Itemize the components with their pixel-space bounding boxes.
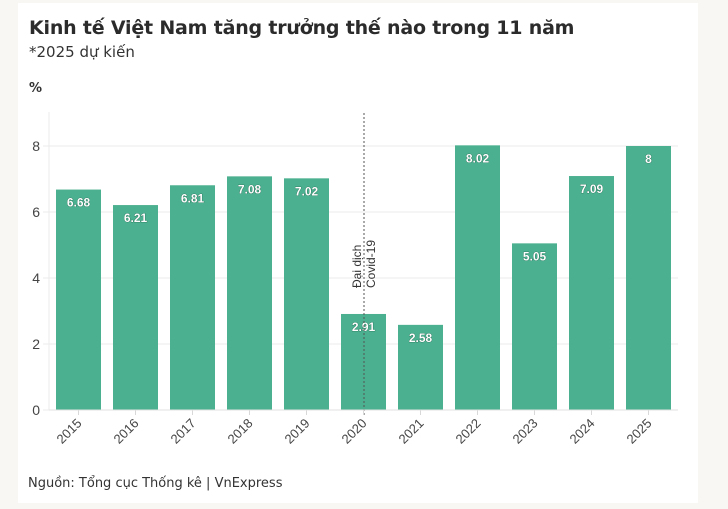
- bar-2016: [113, 205, 158, 410]
- x-tick-label: 2019: [282, 416, 313, 447]
- value-label: 7.08: [238, 182, 262, 196]
- value-label: 6.21: [124, 211, 148, 225]
- x-tick-label: 2025: [624, 416, 655, 447]
- y-tick-label: 2: [32, 336, 40, 352]
- y-axis-unit: %: [29, 81, 43, 96]
- value-label: 8: [645, 152, 652, 166]
- x-tick-label: 2016: [111, 416, 142, 447]
- bars: 6.686.216.817.087.022.912.588.025.057.09…: [56, 145, 671, 410]
- y-tick-label: 8: [32, 138, 40, 154]
- bar-2024: [569, 176, 614, 410]
- bar-2019: [284, 178, 329, 410]
- x-tick-label: 2022: [453, 416, 484, 447]
- chart-title: Kinh tế Việt Nam tăng trưởng thế nào tro…: [29, 17, 575, 39]
- chart-subtitle: *2025 dự kiến: [29, 43, 135, 61]
- value-label: 7.09: [580, 182, 604, 196]
- x-tick-label: 2018: [225, 416, 256, 447]
- y-tick-label: 6: [32, 204, 40, 220]
- bar-2015: [56, 189, 101, 410]
- covid-label: Đại dịchCovid-19: [350, 240, 378, 288]
- bar-2021: [398, 324, 443, 410]
- x-tick-label: 2015: [54, 416, 85, 447]
- value-label: 6.68: [67, 196, 91, 210]
- x-tick-label: 2023: [510, 416, 541, 447]
- bar-2023: [512, 243, 557, 410]
- x-tick-label: 2020: [339, 416, 370, 447]
- value-label: 6.81: [181, 191, 205, 205]
- bar-2017: [170, 185, 215, 410]
- value-label: 8.02: [466, 151, 490, 165]
- value-label: 5.05: [523, 249, 547, 263]
- y-axis: 0 2 4 6 8: [32, 112, 50, 418]
- x-axis: 2015 2016 2017 2018 2019 2020 2021 2022 2023 2024…: [49, 409, 678, 447]
- y-tick-label: 0: [32, 402, 40, 418]
- source-note: Nguồn: Tổng cục Thống kê | VnExpress: [28, 476, 283, 491]
- x-tick-label: 2024: [567, 416, 598, 447]
- x-tick-label: 2021: [396, 416, 427, 447]
- covid-annotation: Đại dịchCovid-19: [350, 113, 378, 416]
- value-label: 2.58: [409, 331, 433, 345]
- bar-2025: [626, 146, 671, 410]
- y-tick-label: 4: [32, 270, 40, 286]
- bar-2018: [227, 176, 272, 410]
- bar-2022: [455, 145, 500, 410]
- x-tick-label: 2017: [168, 416, 199, 447]
- value-label: 7.02: [295, 184, 319, 198]
